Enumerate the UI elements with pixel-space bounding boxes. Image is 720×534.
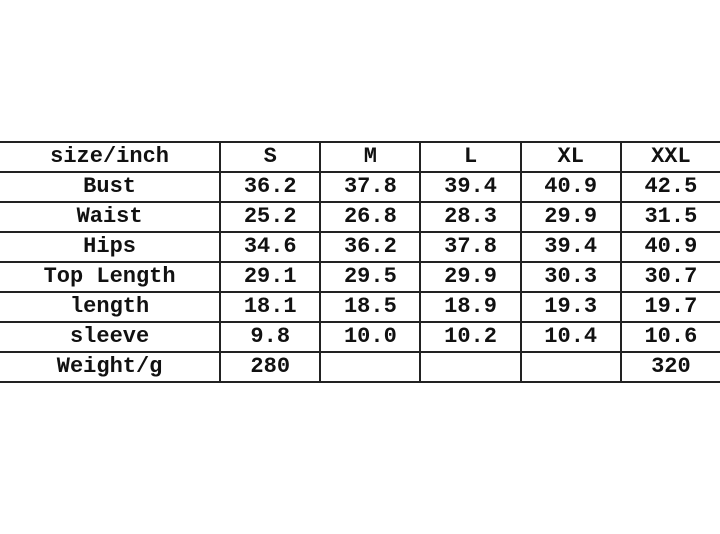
value-cell: 42.5	[619, 171, 720, 203]
value-cell: 10.4	[519, 321, 622, 353]
table-row: length 18.1 18.5 18.9 19.3 19.7	[0, 291, 720, 323]
table-row: Bust 36.2 37.8 39.4 40.9 42.5	[0, 171, 720, 203]
value-cell: 10.0	[319, 321, 422, 353]
value-cell: 28.3	[419, 201, 522, 233]
value-cell: 30.7	[619, 261, 720, 293]
header-row: size/inch S M L XL XXL	[0, 141, 720, 173]
value-cell: 29.5	[319, 261, 422, 293]
table-row: sleeve 9.8 10.0 10.2 10.4 10.6	[0, 321, 720, 353]
value-cell: 37.8	[319, 171, 422, 203]
value-cell: 320	[619, 351, 720, 383]
value-cell	[419, 351, 522, 383]
value-cell	[319, 351, 422, 383]
value-cell: 9.8	[219, 321, 322, 353]
value-cell: 40.9	[619, 231, 720, 263]
value-cell: 36.2	[319, 231, 422, 263]
value-cell: 39.4	[519, 231, 622, 263]
table-row: Weight/g 280 320	[0, 351, 720, 383]
value-cell: 36.2	[219, 171, 322, 203]
value-cell: 29.9	[419, 261, 522, 293]
value-cell: 280	[219, 351, 322, 383]
value-cell: 40.9	[519, 171, 622, 203]
value-cell: 18.5	[319, 291, 422, 323]
row-label: Weight/g	[0, 351, 222, 383]
row-label: Top Length	[0, 261, 222, 293]
row-label: Hips	[0, 231, 222, 263]
value-cell	[519, 351, 622, 383]
row-label: Bust	[0, 171, 222, 203]
value-cell: 25.2	[219, 201, 322, 233]
row-label: sleeve	[0, 321, 222, 353]
value-cell: 39.4	[419, 171, 522, 203]
value-cell: 18.9	[419, 291, 522, 323]
table-row: Waist 25.2 26.8 28.3 29.9 31.5	[0, 201, 720, 233]
header-cell: XXL	[619, 141, 720, 173]
size-chart-table: size/inch S M L XL XXL Bust 36.2 37.8 39.4 4…	[0, 141, 720, 383]
header-cell: size/inch	[0, 141, 222, 173]
value-cell: 29.1	[219, 261, 322, 293]
row-label: Waist	[0, 201, 222, 233]
value-cell: 10.6	[619, 321, 720, 353]
value-cell: 31.5	[619, 201, 720, 233]
value-cell: 19.3	[519, 291, 622, 323]
table-row: Hips 34.6 36.2 37.8 39.4 40.9	[0, 231, 720, 263]
header-cell: S	[219, 141, 322, 173]
value-cell: 18.1	[219, 291, 322, 323]
row-label: length	[0, 291, 222, 323]
value-cell: 29.9	[519, 201, 622, 233]
value-cell: 30.3	[519, 261, 622, 293]
header-cell: M	[319, 141, 422, 173]
value-cell: 19.7	[619, 291, 720, 323]
header-cell: XL	[519, 141, 622, 173]
value-cell: 10.2	[419, 321, 522, 353]
value-cell: 37.8	[419, 231, 522, 263]
table-row: Top Length 29.1 29.5 29.9 30.3 30.7	[0, 261, 720, 293]
value-cell: 26.8	[319, 201, 422, 233]
header-cell: L	[419, 141, 522, 173]
value-cell: 34.6	[219, 231, 322, 263]
